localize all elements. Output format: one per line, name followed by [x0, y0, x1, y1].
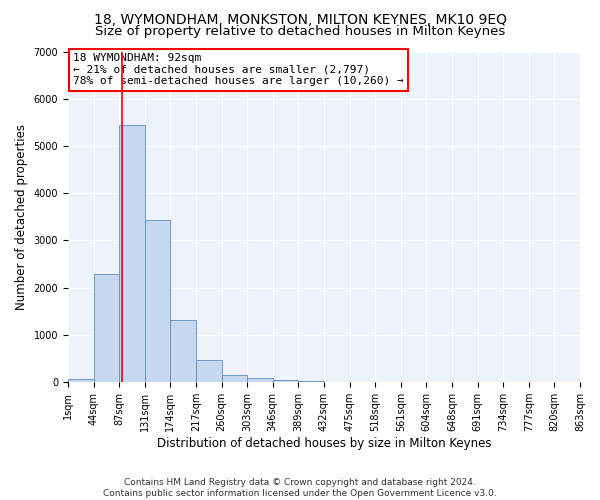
Bar — [273, 380, 298, 382]
Bar — [119, 124, 145, 382]
Bar — [221, 375, 247, 382]
Bar — [196, 360, 221, 382]
X-axis label: Distribution of detached houses by size in Milton Keynes: Distribution of detached houses by size … — [157, 437, 491, 450]
Bar — [145, 220, 170, 382]
Text: Contains HM Land Registry data © Crown copyright and database right 2024.
Contai: Contains HM Land Registry data © Crown c… — [103, 478, 497, 498]
Bar — [170, 320, 196, 382]
Bar — [94, 274, 119, 382]
Bar — [68, 378, 94, 382]
Bar — [247, 378, 273, 382]
Text: Size of property relative to detached houses in Milton Keynes: Size of property relative to detached ho… — [95, 25, 505, 38]
Text: 18 WYMONDHAM: 92sqm
← 21% of detached houses are smaller (2,797)
78% of semi-det: 18 WYMONDHAM: 92sqm ← 21% of detached ho… — [73, 53, 404, 86]
Text: 18, WYMONDHAM, MONKSTON, MILTON KEYNES, MK10 9EQ: 18, WYMONDHAM, MONKSTON, MILTON KEYNES, … — [94, 12, 506, 26]
Y-axis label: Number of detached properties: Number of detached properties — [15, 124, 28, 310]
